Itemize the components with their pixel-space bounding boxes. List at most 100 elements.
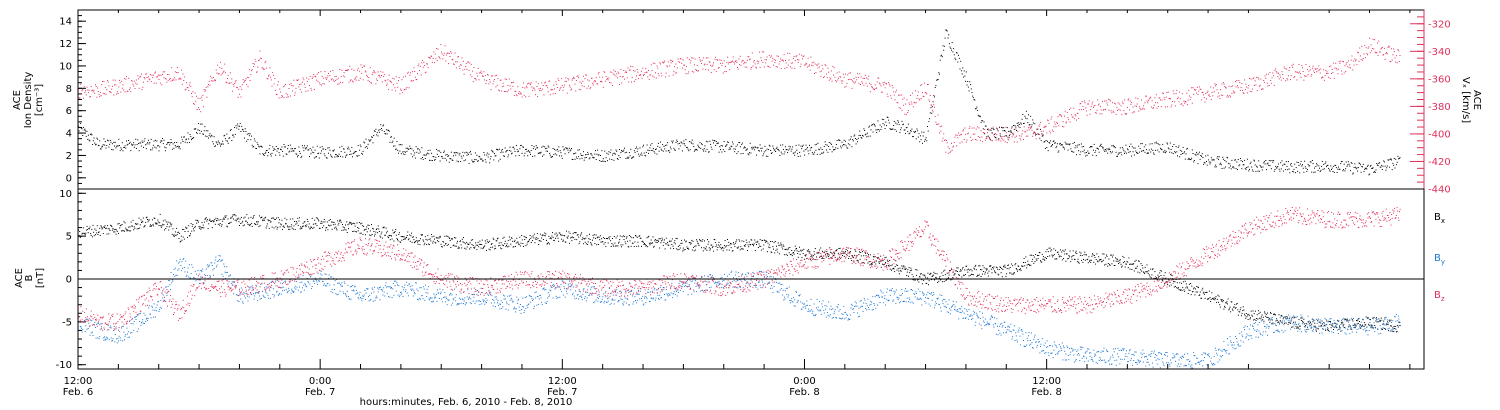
data-point [686,66,688,68]
data-point [687,73,689,75]
data-point [349,154,351,155]
data-point [286,219,288,221]
data-point [761,51,763,53]
data-point [550,238,552,240]
data-point [309,85,310,87]
data-point [1305,64,1307,66]
data-point [814,63,816,65]
data-point [965,71,967,73]
data-point [566,148,568,150]
data-point [526,151,528,153]
data-point [839,140,841,142]
data-point [1139,107,1141,109]
data-point [1348,67,1350,69]
data-point [362,150,364,152]
data-point [1090,146,1092,147]
data-point [513,81,515,83]
data-point [1254,160,1255,162]
data-point [1265,77,1267,79]
data-point [172,143,174,145]
data-point [1107,152,1109,154]
data-point [1078,150,1080,152]
data-point [807,150,809,152]
data-point [456,61,458,63]
data-point [548,80,550,82]
data-point [1177,98,1178,100]
data-point [513,95,515,96]
data-point [809,149,811,151]
data-point [231,140,233,141]
data-point [294,92,296,94]
data-point [277,84,279,86]
data-point [934,96,935,98]
data-point [251,222,253,224]
data-point [1158,151,1160,153]
data-point [1114,103,1116,105]
data-point [335,154,337,156]
data-point [308,223,310,225]
data-point [723,247,725,249]
data-point [374,235,375,237]
data-point [316,156,317,158]
data-point [373,231,375,232]
data-point [183,76,185,78]
data-point [558,232,560,234]
data-point [647,76,649,78]
data-point [630,66,632,67]
data-point [292,218,294,220]
data-point [148,219,150,221]
data-point [381,129,383,131]
data-point [739,240,741,242]
data-point [381,237,383,239]
data-point [663,241,665,243]
data-point [400,90,402,91]
data-point [1024,131,1026,133]
data-point [354,225,356,227]
data-point [444,45,446,47]
data-point [518,92,519,94]
data-point [159,74,161,76]
data-point [1070,148,1072,150]
data-point [1066,143,1068,145]
data-point [802,56,804,57]
data-point [376,228,378,230]
data-point [739,146,741,148]
data-point [1378,40,1380,42]
data-point [856,139,858,140]
data-point [1292,63,1294,65]
data-point [932,101,934,103]
data-point [992,128,994,130]
data-point [1013,134,1015,136]
data-point [300,226,302,228]
data-point [429,244,431,246]
data-point [1358,162,1360,164]
data-point [834,149,836,151]
data-point [1251,88,1253,90]
data-point [364,228,366,230]
data-point [549,152,551,154]
data-point [208,223,210,225]
data-point [466,241,468,243]
data-point [712,245,714,247]
data-point [210,75,212,77]
data-point [90,233,92,235]
data-point [1175,93,1177,95]
data-point [239,122,241,124]
data-point [845,140,846,142]
data-point [294,148,296,150]
data-point [196,132,198,134]
data-point [137,75,139,77]
data-point [674,72,676,74]
data-point [1392,54,1394,56]
data-point [389,239,391,241]
data-point [345,155,347,157]
data-point [873,123,875,125]
data-point [1082,150,1084,152]
data-point [747,56,749,58]
data-point [228,137,230,139]
data-point [1348,163,1350,165]
data-point [1198,90,1200,92]
data-point [1294,163,1296,165]
data-point [1032,133,1034,135]
data-point [838,77,839,79]
